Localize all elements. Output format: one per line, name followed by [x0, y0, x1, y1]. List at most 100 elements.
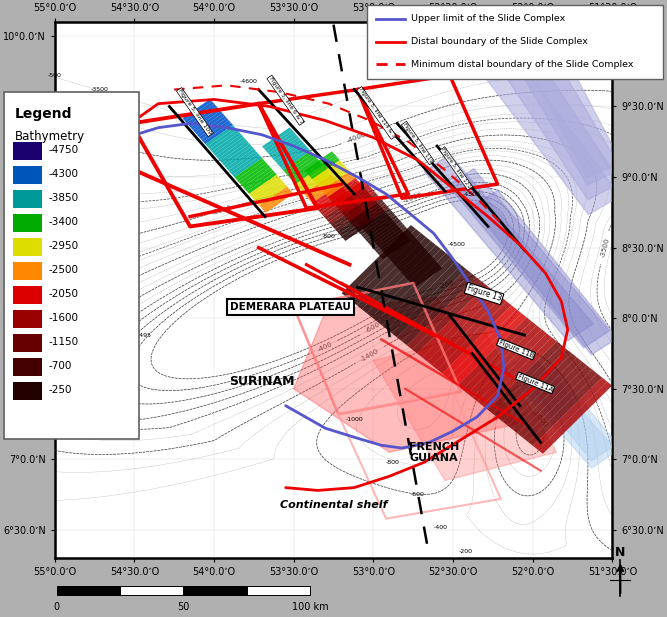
Polygon shape: [366, 213, 396, 234]
Polygon shape: [533, 378, 607, 450]
Polygon shape: [243, 168, 273, 189]
Polygon shape: [432, 297, 506, 370]
Polygon shape: [407, 260, 436, 281]
Bar: [13, 310, 42, 328]
Polygon shape: [340, 215, 369, 236]
Polygon shape: [316, 189, 346, 210]
Text: Figure 5, line 114 & 7: Figure 5, line 114 & 7: [358, 88, 396, 139]
Polygon shape: [407, 277, 482, 349]
Polygon shape: [508, 357, 582, 429]
Text: -800: -800: [386, 460, 400, 465]
Text: -250: -250: [48, 385, 72, 395]
Polygon shape: [472, 329, 547, 402]
Polygon shape: [297, 167, 327, 189]
Text: -2950: -2950: [48, 241, 79, 251]
Polygon shape: [374, 222, 403, 243]
Polygon shape: [358, 204, 388, 225]
Text: -1600: -1600: [48, 313, 78, 323]
Polygon shape: [462, 321, 537, 394]
Polygon shape: [458, 317, 532, 389]
Polygon shape: [326, 176, 356, 197]
Polygon shape: [403, 255, 432, 276]
Text: Upper limit of the Slide Complex: Upper limit of the Slide Complex: [411, 14, 565, 23]
Text: -700: -700: [48, 362, 71, 371]
Polygon shape: [253, 180, 283, 201]
Polygon shape: [255, 182, 285, 203]
Polygon shape: [437, 301, 512, 373]
Text: -400: -400: [434, 524, 448, 529]
Text: -3400: -3400: [48, 217, 78, 227]
Polygon shape: [308, 180, 338, 201]
Polygon shape: [301, 172, 331, 194]
Polygon shape: [488, 341, 562, 413]
Polygon shape: [356, 202, 386, 223]
Polygon shape: [478, 333, 552, 405]
Polygon shape: [378, 226, 407, 247]
Polygon shape: [346, 191, 376, 212]
Polygon shape: [442, 305, 516, 378]
Polygon shape: [314, 186, 344, 208]
Polygon shape: [370, 217, 399, 239]
Bar: [13, 167, 42, 184]
Polygon shape: [367, 223, 397, 244]
Polygon shape: [331, 205, 361, 227]
Polygon shape: [273, 139, 302, 160]
Text: -3500: -3500: [315, 161, 337, 172]
Polygon shape: [364, 210, 394, 232]
Polygon shape: [338, 181, 368, 203]
Polygon shape: [235, 158, 264, 180]
Text: DEMERARA PLATEAU: DEMERARA PLATEAU: [230, 302, 351, 312]
Polygon shape: [386, 235, 415, 257]
Text: Legend: Legend: [15, 107, 72, 121]
Text: -3700: -3700: [81, 125, 99, 130]
Polygon shape: [215, 137, 245, 159]
Polygon shape: [374, 333, 556, 481]
Polygon shape: [358, 211, 387, 233]
Polygon shape: [334, 184, 364, 206]
Polygon shape: [376, 224, 405, 246]
Polygon shape: [405, 257, 434, 279]
Polygon shape: [397, 269, 472, 341]
Polygon shape: [337, 212, 367, 234]
Polygon shape: [344, 196, 373, 217]
Polygon shape: [333, 208, 363, 229]
Text: FRENCH
GUIANA: FRENCH GUIANA: [409, 442, 459, 463]
Polygon shape: [283, 151, 313, 172]
Text: Figure 5, line 121: Figure 5, line 121: [440, 147, 472, 189]
Polygon shape: [538, 381, 612, 453]
Polygon shape: [427, 293, 502, 365]
Text: -1400: -1400: [493, 400, 506, 421]
Text: N: N: [615, 547, 626, 560]
Polygon shape: [369, 225, 399, 246]
Text: Figure 5, line 109: Figure 5, line 109: [177, 88, 213, 136]
Polygon shape: [247, 172, 277, 194]
Polygon shape: [523, 370, 597, 442]
Polygon shape: [320, 194, 350, 215]
Polygon shape: [264, 130, 294, 151]
Text: Figure 11B: Figure 11B: [498, 339, 534, 358]
Polygon shape: [372, 249, 446, 321]
Polygon shape: [312, 160, 342, 181]
Polygon shape: [327, 201, 356, 222]
Polygon shape: [257, 184, 287, 205]
Polygon shape: [356, 209, 385, 230]
Polygon shape: [412, 281, 486, 354]
Text: Distal boundary of the Slide Complex: Distal boundary of the Slide Complex: [411, 37, 588, 46]
FancyBboxPatch shape: [368, 5, 663, 78]
Polygon shape: [388, 238, 417, 259]
Polygon shape: [187, 104, 216, 125]
Polygon shape: [232, 156, 262, 177]
Text: -4600: -4600: [240, 78, 258, 83]
Polygon shape: [306, 177, 336, 199]
Text: -1000: -1000: [402, 192, 423, 204]
Polygon shape: [417, 285, 492, 357]
Polygon shape: [303, 175, 334, 196]
Text: -200: -200: [438, 280, 456, 290]
Text: -2500: -2500: [338, 181, 360, 192]
Polygon shape: [230, 154, 260, 175]
Polygon shape: [402, 273, 476, 346]
Polygon shape: [266, 132, 296, 154]
Text: -3850: -3850: [48, 193, 79, 204]
Polygon shape: [335, 210, 365, 231]
Polygon shape: [293, 297, 517, 452]
